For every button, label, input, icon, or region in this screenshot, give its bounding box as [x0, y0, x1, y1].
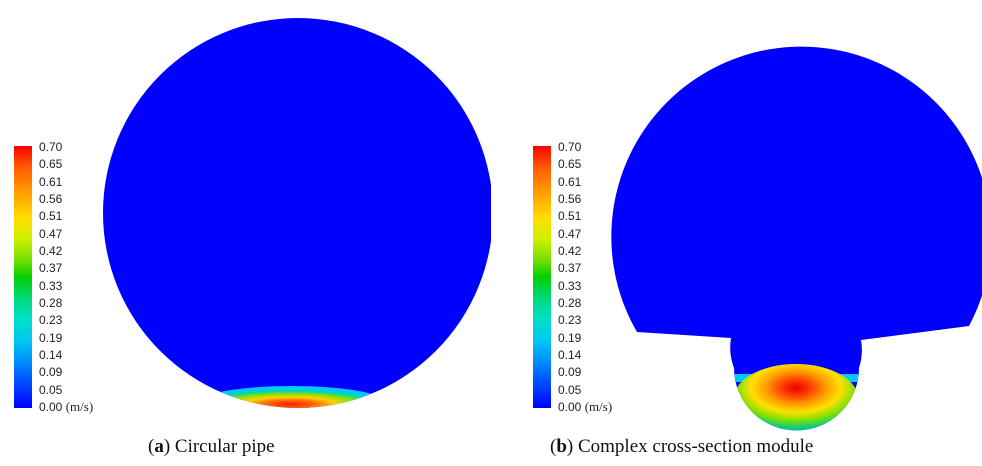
tick-label: 0.47 [558, 226, 582, 241]
tick-label: 0.61 [558, 174, 582, 189]
unit-label: (m/s) [584, 398, 613, 414]
tick-label: 0.70 [39, 140, 63, 154]
tick-label: 0.05 [558, 382, 582, 397]
tick-label: 0.56 [39, 191, 63, 206]
tick-label: 0.14 [39, 347, 63, 362]
paren: ( [550, 436, 557, 457]
tick-label: 0.19 [39, 330, 63, 345]
caption-title: Complex cross-section module [577, 436, 814, 457]
tick-value: 0.00 [558, 399, 582, 414]
velocity-contour-plot-complex [611, 46, 982, 431]
tick-label: 0.05 [39, 382, 63, 397]
module-cross-section [611, 46, 982, 431]
flow-zone-core [734, 364, 858, 431]
tick-label: 0.65 [39, 157, 63, 172]
tick-label: 0.65 [558, 157, 582, 172]
caption-a: (a) Circular pipe [148, 436, 275, 458]
velocity-contour-plot-circular [103, 18, 491, 408]
caption-title: Circular pipe [174, 436, 275, 457]
tick-label: 0.28 [558, 295, 582, 310]
tick-label: 0.37 [39, 261, 63, 276]
tick-label: 0.28 [39, 295, 63, 310]
tick-label: 0.33 [558, 278, 582, 293]
tick-label: 0.19 [558, 330, 582, 345]
tick-label: 0.33 [39, 278, 63, 293]
panel-circular-pipe: 0.70 0.65 0.61 0.56 0.51 0.47 0.42 0.37 … [14, 18, 491, 458]
tick-label: 0.09 [39, 365, 63, 380]
tick-label: 0.42 [39, 243, 63, 258]
tick-label-zero: 0.00 (m/s) [39, 399, 93, 414]
tick-label-zero: 0.00 (m/s) [558, 399, 612, 414]
colorbar-ticks: 0.70 0.65 0.61 0.56 0.51 0.47 0.42 0.37 … [39, 140, 93, 414]
tick-value: 0.00 [39, 399, 63, 414]
tick-label: 0.23 [558, 313, 582, 328]
caption-b: (b) Complex cross-section module [550, 436, 813, 458]
tick-label: 0.56 [558, 191, 582, 206]
tick-label: 0.09 [558, 365, 582, 380]
caption-letter: a [154, 436, 164, 457]
paren: ( [148, 436, 155, 457]
tick-label: 0.14 [558, 347, 582, 362]
tick-label: 0.70 [558, 140, 582, 154]
flow-band-inner [206, 390, 374, 408]
tick-label: 0.23 [39, 313, 63, 328]
unit-label: (m/s) [65, 398, 94, 414]
caption-letter: b [556, 436, 567, 457]
colorbar [533, 146, 551, 408]
colorbar [14, 146, 32, 408]
tick-label: 0.47 [39, 226, 63, 241]
tick-label: 0.42 [558, 243, 582, 258]
colorbar-ticks: 0.70 0.65 0.61 0.56 0.51 0.47 0.42 0.37 … [558, 140, 612, 414]
pipe-cross-section [103, 18, 491, 408]
tick-label: 0.61 [39, 174, 63, 189]
panel-complex-cross-section: 0.70 0.65 0.61 0.56 0.51 0.47 0.42 0.37 … [491, 0, 982, 466]
tick-label: 0.51 [558, 209, 582, 224]
paren: ) [163, 436, 171, 457]
tick-label: 0.51 [39, 209, 63, 224]
paren: ) [566, 436, 574, 457]
tick-label: 0.37 [558, 261, 582, 276]
